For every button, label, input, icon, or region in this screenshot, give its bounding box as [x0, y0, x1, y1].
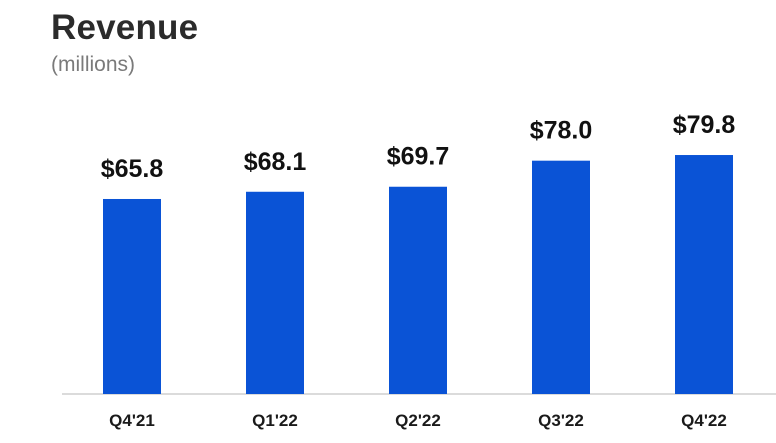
bar-1: [246, 191, 304, 394]
data-label-2: $69.7: [387, 143, 450, 171]
chart-title: Revenue: [51, 8, 199, 47]
bar-3: [532, 160, 590, 394]
x-tick-label-1: Q1'22: [252, 411, 298, 430]
data-label-3: $78.0: [530, 117, 593, 145]
x-tick-label-4: Q4'22: [681, 411, 727, 430]
x-tick-label-0: Q4'21: [109, 411, 155, 430]
bar-4: [675, 155, 733, 394]
data-label-0: $65.8: [101, 155, 164, 183]
x-tick-label-2: Q2'22: [395, 411, 441, 430]
data-label-1: $68.1: [244, 148, 307, 176]
data-label-4: $79.8: [673, 111, 736, 139]
bar-2: [389, 186, 447, 394]
chart-subtitle: (millions): [51, 53, 135, 76]
x-tick-label-3: Q3'22: [538, 411, 584, 430]
bar-0: [103, 198, 161, 394]
